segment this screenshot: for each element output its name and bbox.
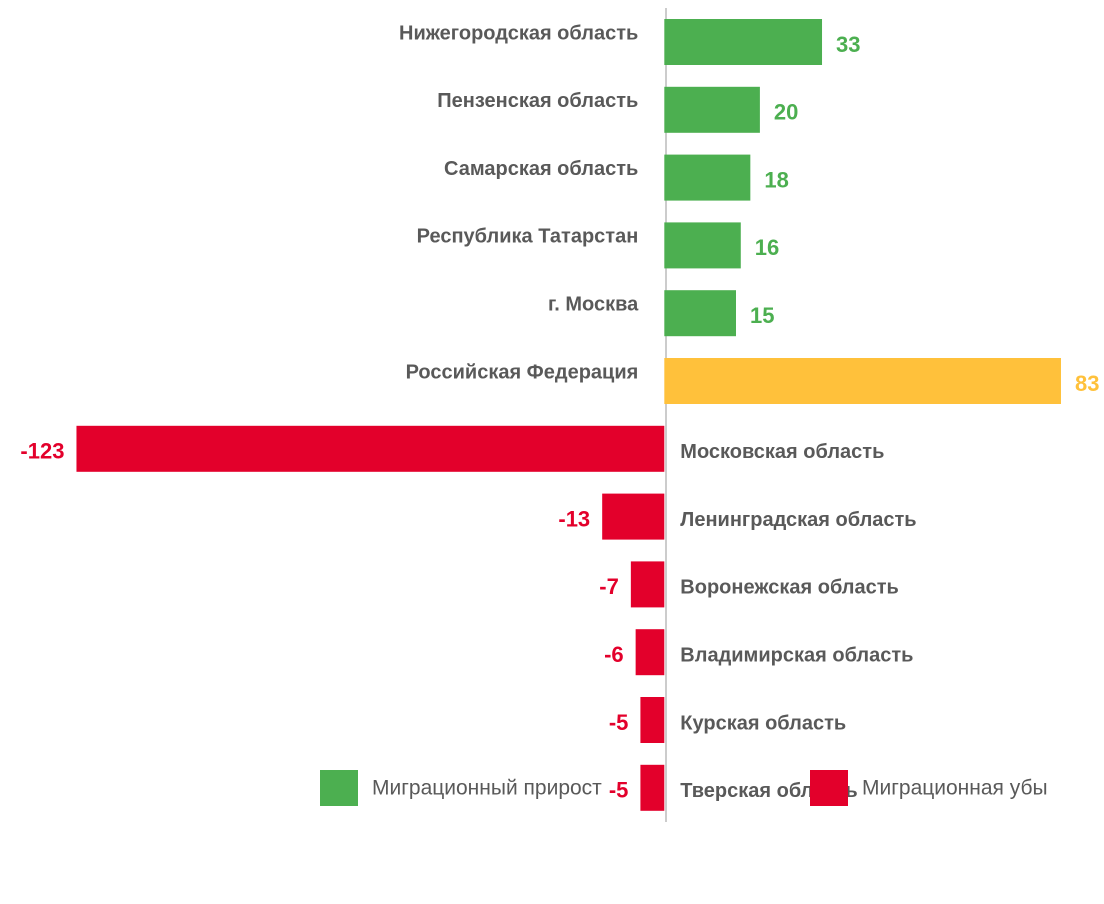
value-label: 18 xyxy=(764,167,788,192)
category-label: Воронежская область xyxy=(680,577,899,599)
category-label: Московская область xyxy=(680,441,884,463)
bar xyxy=(664,86,760,133)
category-label: Курская область xyxy=(680,712,846,734)
category-label: Пензенская область xyxy=(437,90,638,112)
value-label: -6 xyxy=(604,642,624,667)
category-label: Российская Федерация xyxy=(406,361,639,383)
category-label: Самарская область xyxy=(444,158,638,180)
legend-label: Миграционная убы xyxy=(862,777,1048,800)
bar xyxy=(664,358,1061,404)
legend-label: Миграционный прирост xyxy=(372,777,602,800)
category-label: Нижегородская область xyxy=(399,22,638,44)
bar xyxy=(664,19,823,65)
bar xyxy=(640,697,665,743)
value-label: 83 xyxy=(1075,371,1099,396)
bar xyxy=(664,290,736,337)
category-label: Республика Татарстан xyxy=(417,226,639,248)
bar xyxy=(664,154,751,201)
value-label: -13 xyxy=(558,506,590,531)
bar xyxy=(76,425,665,472)
category-label: Ленинградская область xyxy=(680,509,916,531)
bar xyxy=(602,493,665,540)
value-label: -5 xyxy=(609,778,629,803)
value-label: 15 xyxy=(750,303,774,328)
bar xyxy=(664,222,741,269)
value-label: -7 xyxy=(599,574,619,599)
category-label: Владимирская область xyxy=(680,644,913,666)
category-label: г. Москва xyxy=(548,293,639,315)
bar xyxy=(630,561,665,608)
value-label: 33 xyxy=(836,32,860,57)
bar xyxy=(635,629,665,676)
bar xyxy=(640,764,665,811)
value-label: -5 xyxy=(609,710,629,735)
legend-swatch xyxy=(810,770,848,806)
legend-swatch xyxy=(320,770,358,806)
value-label: 20 xyxy=(774,100,798,125)
value-label: -123 xyxy=(20,439,64,464)
value-label: 16 xyxy=(755,235,779,260)
